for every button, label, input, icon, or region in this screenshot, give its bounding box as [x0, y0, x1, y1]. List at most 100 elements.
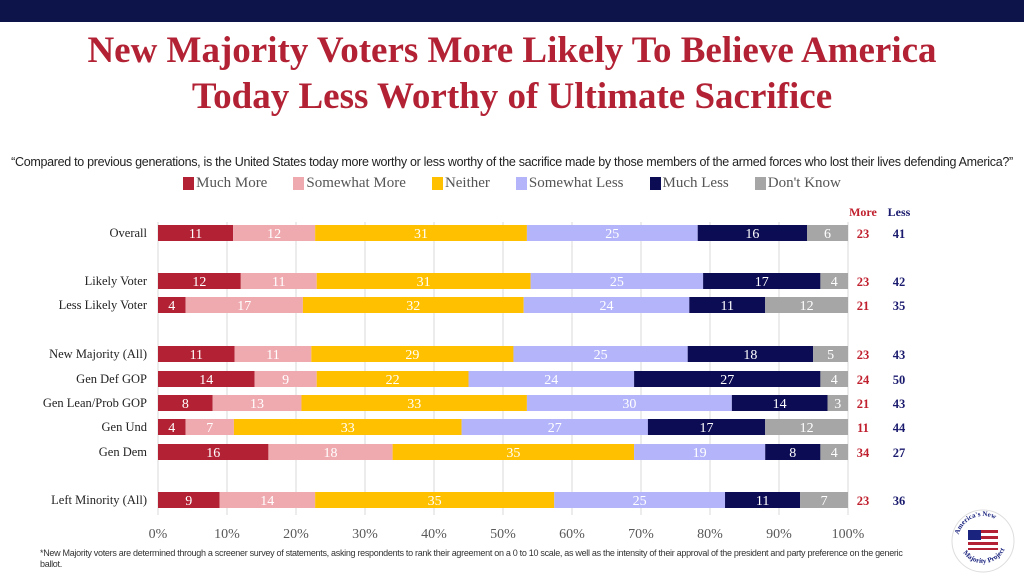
bar-segment-neither	[233, 419, 462, 435]
bar-segment-neither	[315, 492, 555, 508]
x-tick-label: 40%	[421, 527, 447, 542]
less-total: 35	[893, 299, 906, 313]
data-label: 14	[199, 373, 213, 388]
data-label: 25	[605, 227, 619, 242]
data-label: 32	[406, 299, 420, 314]
top-bar	[0, 0, 1024, 22]
data-label: 24	[544, 373, 558, 388]
bar-segment-much-less	[634, 371, 821, 387]
data-label: 14	[260, 494, 274, 509]
data-label: 13	[250, 397, 264, 412]
data-label: 6	[824, 227, 831, 242]
row-label: Gen Lean/Prob GOP	[43, 396, 147, 410]
less-header: Less	[888, 205, 911, 219]
legend-item: Somewhat Less	[515, 175, 624, 192]
x-tick-label: 70%	[628, 527, 654, 542]
data-label: 22	[386, 373, 400, 388]
bar-segment-somewhat-less	[461, 419, 648, 435]
bar-segment-don-t-know	[820, 273, 848, 289]
data-label: 11	[189, 227, 202, 242]
bar-segment-much-more	[158, 346, 235, 362]
bar-segment-much-more	[158, 273, 241, 289]
data-label: 27	[548, 421, 562, 436]
data-label: 9	[185, 494, 192, 509]
data-label: 8	[182, 397, 189, 412]
more-total: 23	[857, 275, 870, 289]
data-label: 11	[721, 299, 734, 314]
data-label: 12	[800, 299, 814, 314]
less-total: 36	[893, 494, 906, 508]
data-label: 19	[693, 446, 707, 461]
legend-item: Much More	[183, 175, 267, 192]
bar-segment-somewhat-less	[468, 371, 635, 387]
bar-segment-somewhat-less	[523, 297, 690, 313]
bar-segment-somewhat-less	[526, 395, 732, 411]
bar-segment-much-less	[731, 395, 828, 411]
data-label: 8	[789, 446, 796, 461]
legend-label: Much More	[196, 175, 268, 191]
more-total: 11	[857, 421, 869, 435]
data-label: 18	[743, 348, 757, 363]
footnote: *New Majority voters are determined thro…	[40, 548, 903, 569]
bar-segment-somewhat-more	[212, 395, 302, 411]
data-label: 27	[720, 373, 734, 388]
legend-label: Neither	[444, 175, 490, 191]
data-label: 17	[237, 299, 251, 314]
bar-segment-don-t-know	[820, 444, 848, 460]
row-label: Gen Dem	[99, 445, 148, 459]
less-total: 43	[893, 348, 906, 362]
more-total: 23	[857, 348, 870, 362]
data-label: 12	[800, 421, 814, 436]
more-total: 23	[857, 227, 870, 241]
x-tick-label: 0%	[149, 527, 168, 542]
data-label: 9	[282, 373, 289, 388]
data-label: 29	[405, 348, 419, 363]
bar-segment-neither	[316, 371, 469, 387]
data-label: 16	[206, 446, 220, 461]
row-label: Overall	[110, 226, 148, 240]
more-total: 21	[857, 299, 870, 313]
bar-segment-don-t-know	[765, 419, 848, 435]
bar-segment-somewhat-more	[240, 273, 317, 289]
data-label: 25	[633, 494, 647, 509]
bar-segment-much-more	[158, 395, 213, 411]
data-label: 4	[831, 373, 838, 388]
data-label: 24	[600, 299, 614, 314]
x-tick-label: 20%	[283, 527, 309, 542]
legend-item: Somewhat More	[293, 175, 406, 192]
bar-segment-much-less	[697, 225, 808, 241]
bar-segment-somewhat-less	[526, 225, 698, 241]
bar-segment-somewhat-less	[554, 492, 726, 508]
row-label: Less Likely Voter	[59, 298, 148, 312]
bar-segment-somewhat-less	[513, 346, 688, 362]
data-label: 25	[610, 275, 624, 290]
legend: Much More Somewhat More Neither Somewhat Le…	[0, 175, 1024, 192]
data-label: 7	[821, 494, 828, 509]
less-total: 43	[893, 397, 906, 411]
row-label: Likely Voter	[85, 274, 148, 288]
legend-item: Don't Know	[754, 175, 841, 192]
less-total: 44	[893, 421, 906, 435]
bar-segment-neither	[302, 297, 524, 313]
data-label: 5	[827, 348, 834, 363]
legend-swatch	[515, 177, 527, 190]
legend-item: Neither	[431, 175, 490, 192]
legend-label: Somewhat Less	[528, 175, 624, 191]
bar-segment-don-t-know	[813, 346, 848, 362]
bar-segment-somewhat-more	[185, 419, 234, 435]
data-label: 31	[417, 275, 431, 290]
data-label: 4	[831, 275, 838, 290]
data-label: 4	[168, 299, 175, 314]
bar-segment-much-more	[158, 492, 220, 508]
survey-question: “Compared to previous generations, is th…	[11, 155, 1013, 169]
data-label: 33	[341, 421, 355, 436]
bar-segment-much-less	[703, 273, 821, 289]
row-label: Gen Def GOP	[76, 372, 147, 386]
bar-segment-don-t-know	[820, 371, 848, 387]
title-line-2: Today Less Worthy of Ultimate Sacrifice	[191, 76, 833, 117]
bar-segment-much-more	[158, 297, 186, 313]
data-label: 17	[700, 421, 714, 436]
bar-segment-somewhat-more	[233, 225, 316, 241]
less-total: 42	[893, 275, 906, 289]
more-total: 21	[857, 397, 870, 411]
